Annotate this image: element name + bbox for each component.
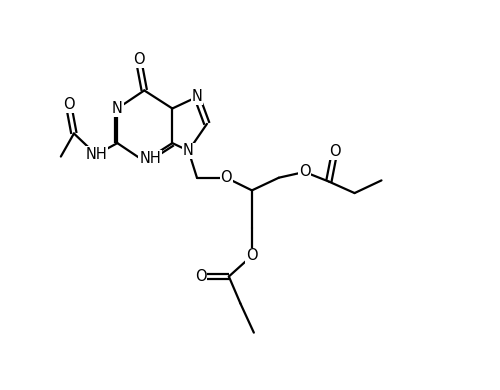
Text: N: N — [112, 101, 123, 116]
Text: N: N — [192, 89, 202, 105]
Text: NH: NH — [86, 147, 107, 162]
Text: O: O — [220, 170, 232, 185]
Text: O: O — [132, 52, 144, 67]
Text: NH: NH — [140, 151, 162, 166]
Text: O: O — [195, 269, 206, 284]
Text: N: N — [139, 154, 149, 168]
Text: O: O — [299, 165, 310, 179]
Text: O: O — [329, 144, 340, 160]
Text: O: O — [246, 248, 258, 263]
Text: O: O — [62, 97, 74, 112]
Text: N: N — [183, 143, 194, 158]
